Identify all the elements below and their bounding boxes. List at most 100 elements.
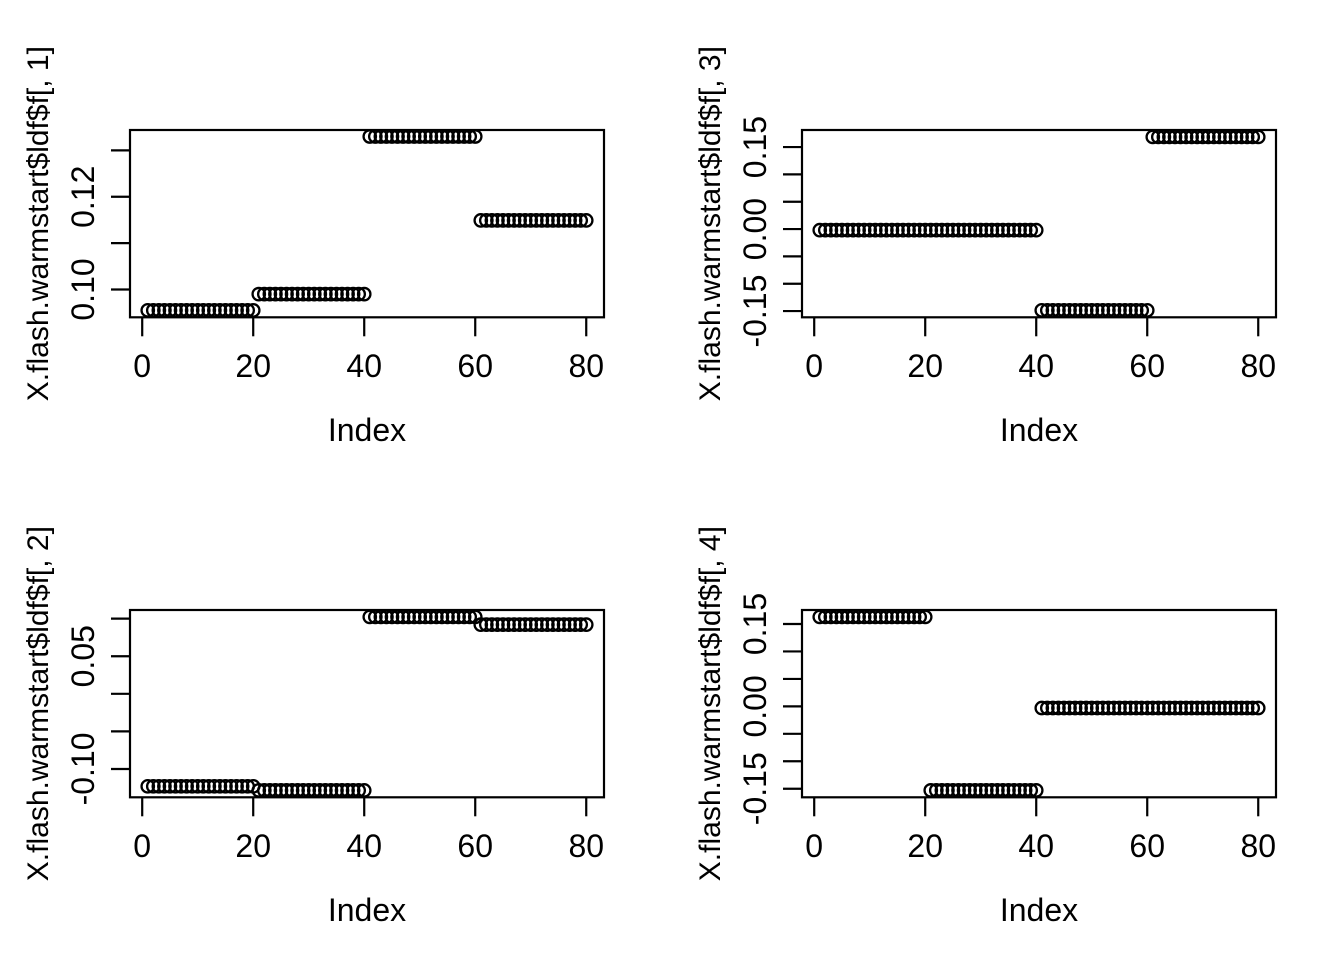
data-point (1006, 783, 1022, 798)
data-point (140, 778, 156, 794)
data-point (1173, 700, 1188, 716)
x-axis-label: Index (328, 892, 406, 928)
data-point (451, 609, 466, 625)
data-point (390, 609, 405, 625)
data-point (906, 609, 922, 625)
y-tick-label: 0.12 (65, 166, 101, 228)
data-point (195, 302, 211, 318)
data-point (1206, 700, 1222, 716)
data-point (434, 129, 450, 144)
data-point (945, 222, 961, 238)
data-point (451, 129, 466, 144)
data-point (528, 213, 544, 228)
data-point (512, 213, 527, 228)
data-point (812, 609, 828, 625)
y-tick-label: 0.15 (737, 593, 773, 655)
data-point (462, 129, 478, 144)
data-point (578, 617, 594, 633)
data-point (1056, 303, 1072, 318)
x-tick-label: 20 (907, 348, 943, 384)
data-point (1073, 700, 1088, 716)
plot-f3: 0 20 40 60 80 -0.15 0.00 0.15 Index X.flash.warms… (694, 46, 1278, 448)
data-point (923, 222, 939, 238)
data-point (445, 609, 461, 625)
data-point (523, 617, 539, 633)
data-point (1078, 303, 1094, 318)
x-tick-label: 60 (1129, 348, 1165, 384)
data-point (1123, 700, 1138, 716)
data-point (162, 302, 178, 318)
x-tick-label: 40 (1018, 348, 1054, 384)
data-point (1067, 700, 1083, 716)
data-point (157, 302, 172, 318)
data-point (1245, 700, 1261, 716)
data-point (1223, 129, 1238, 145)
data-point (895, 222, 911, 238)
data-point (1117, 303, 1133, 318)
data-point (1228, 129, 1244, 145)
data-point (157, 778, 172, 794)
data-point (501, 617, 516, 633)
data-point (879, 609, 894, 625)
data-point (540, 617, 555, 633)
data-point (223, 778, 239, 794)
y-tick-label: 0.05 (65, 625, 101, 687)
x-tick-label: 60 (457, 348, 493, 384)
data-point (834, 609, 850, 625)
data-point (207, 302, 222, 318)
data-point (506, 617, 522, 633)
data-point (373, 609, 389, 625)
data-point (1217, 700, 1233, 716)
data-point (1150, 700, 1166, 716)
y-axis-label: X.flash.warmstart$ldf$f[, 2] (22, 526, 55, 881)
data-point (251, 783, 267, 798)
data-point (1012, 222, 1027, 238)
data-point (851, 222, 866, 238)
data-point (467, 129, 483, 144)
data-point (856, 222, 872, 238)
data-point (218, 302, 233, 318)
data-point (318, 286, 333, 302)
data-point (279, 286, 294, 302)
x-tick-label: 0 (805, 348, 823, 384)
data-point (912, 222, 928, 238)
data-point (234, 302, 250, 318)
plot-border (800, 608, 1278, 799)
data-point (151, 302, 167, 318)
data-point (1084, 700, 1100, 716)
data-point (578, 213, 594, 228)
data-point (145, 302, 161, 318)
panel-top-right: 0 20 40 60 80 -0.15 0.00 0.15 Index X.flash.warms… (672, 0, 1344, 480)
data-point (1184, 129, 1199, 145)
data-point (1234, 700, 1249, 716)
data-point (851, 609, 866, 625)
x-tick-label: 60 (457, 828, 493, 864)
data-point (1134, 303, 1150, 318)
data-point (1062, 303, 1077, 318)
data-point (312, 783, 328, 798)
data-point (401, 129, 416, 144)
x-axis-label: Index (328, 412, 406, 448)
data-point (312, 286, 328, 302)
data-point (268, 286, 283, 302)
data-point (440, 609, 455, 625)
data-point (190, 302, 206, 318)
data-point (551, 617, 566, 633)
data-point (1250, 700, 1266, 716)
data-point (229, 778, 244, 794)
data-point (384, 609, 400, 625)
x-tick-label: 0 (805, 828, 823, 864)
data-point (1178, 129, 1194, 145)
data-point (323, 286, 339, 302)
data-point (406, 609, 422, 625)
data-point (845, 609, 861, 625)
y-tick-label: 0.00 (737, 198, 773, 260)
data-point (462, 609, 478, 625)
data-point (1067, 303, 1083, 318)
data-point (873, 222, 889, 238)
data-point (990, 222, 1005, 238)
data-point (567, 617, 583, 633)
plot-border (128, 608, 606, 799)
data-point (1167, 129, 1183, 145)
x-tick-label: 40 (1018, 828, 1054, 864)
